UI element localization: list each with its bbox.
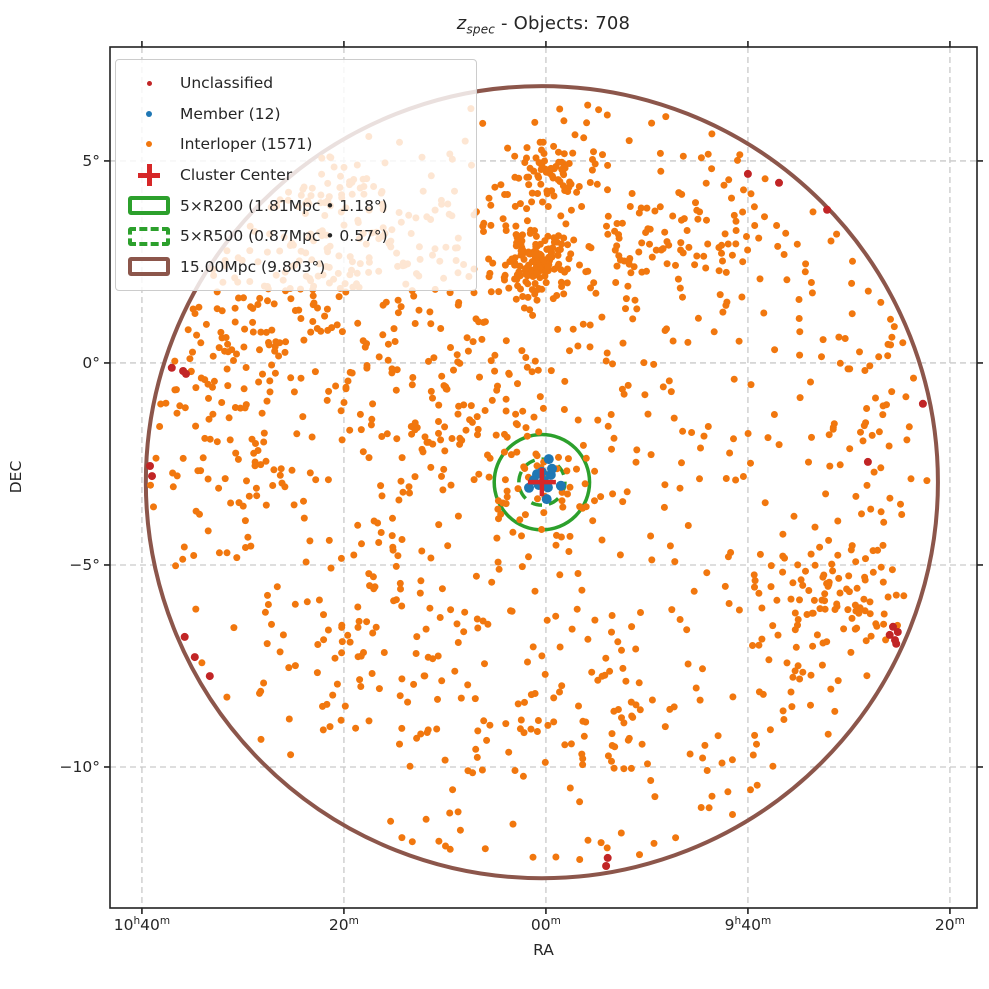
- legend-item: Interloper (1571): [124, 129, 468, 160]
- legend: Unclassified Member (12) Interloper (1571)…: [115, 59, 477, 292]
- legend-item: Member (12): [124, 99, 468, 130]
- legend-dot-icon: [124, 80, 174, 86]
- legend-plus-icon: [124, 163, 174, 187]
- axes-spines: [109, 46, 978, 909]
- y-tick-label: 5°: [82, 151, 100, 170]
- x-axis-label: RA: [533, 941, 554, 959]
- legend-dot-icon: [124, 110, 174, 117]
- legend-item-label: 5×R200 (1.81Mpc • 1.18°): [180, 196, 388, 215]
- legend-circle-sample-icon: [124, 226, 174, 246]
- title-math-var: z: [456, 13, 467, 34]
- legend-item-label: Interloper (1571): [180, 135, 313, 154]
- interloper-points: [147, 101, 931, 863]
- y-tick-label: 0°: [82, 353, 100, 372]
- y-axis-label: DEC: [7, 460, 25, 494]
- legend-item: Cluster Center: [124, 160, 468, 191]
- circle-5xr500: [517, 457, 567, 507]
- legend-item-label: Unclassified: [180, 74, 274, 93]
- legend-item-label: Member (12): [180, 104, 281, 123]
- x-tick-label: 20m: [328, 915, 359, 935]
- y-tick-label: −10°: [59, 757, 100, 776]
- legend-item-label: 15.00Mpc (9.803°): [180, 257, 326, 276]
- x-tick-label: 9h40m: [724, 915, 772, 935]
- x-tick-label: 00m: [530, 915, 561, 935]
- legend-item: 5×R200 (1.81Mpc • 1.18°): [124, 190, 468, 221]
- legend-circle-sample-icon: [124, 257, 174, 277]
- circle-15mpc: [143, 84, 940, 881]
- legend-item-label: 5×R500 (0.87Mpc • 0.57°): [180, 227, 388, 246]
- legend-item: 15.00Mpc (9.803°): [124, 252, 468, 283]
- legend-item: 5×R500 (0.87Mpc • 0.57°): [124, 221, 468, 252]
- y-tick-label: −5°: [69, 555, 100, 574]
- legend-circle-sample-icon: [124, 196, 174, 216]
- legend-item: Unclassified: [124, 68, 468, 99]
- unclassified-points: [146, 169, 927, 870]
- chart-title: zspec - Objects: 708: [110, 13, 977, 37]
- title-text: - Objects: 708: [495, 13, 631, 34]
- legend-dot-icon: [124, 141, 174, 148]
- x-tick-label: 20m: [934, 915, 965, 935]
- title-math-subscript: spec: [466, 22, 496, 37]
- x-tick-label: 10h40m: [113, 915, 171, 935]
- legend-item-label: Cluster Center: [180, 166, 293, 185]
- cluster-center-marker: [527, 468, 556, 497]
- axis-ticks: [104, 41, 983, 914]
